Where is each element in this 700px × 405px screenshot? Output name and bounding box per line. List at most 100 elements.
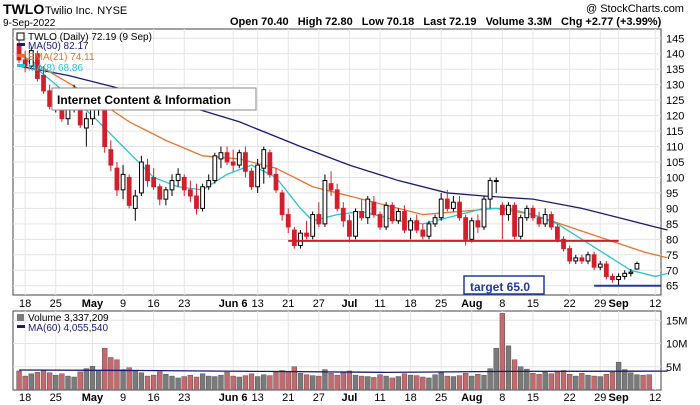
volume-bar (438, 372, 444, 391)
volume-bar (579, 373, 585, 391)
candle (512, 202, 517, 240)
candle (444, 189, 450, 212)
candle-body (536, 217, 542, 225)
candle-body (377, 214, 383, 228)
volume-x-tick-label: 23 (178, 392, 190, 404)
volume-bar (420, 376, 426, 391)
volume-bar (542, 372, 548, 391)
volume-x-axis: 18 25 May 9 16 23 Jun 6 13 21 27 Jul 11 18 25 Aug 8 15 22… (19, 392, 661, 404)
candle-body (340, 207, 346, 222)
volume-bar (591, 375, 597, 391)
candle (524, 205, 530, 221)
candle-body (328, 183, 334, 191)
price-x-tick-label: 13 (252, 298, 264, 310)
candle-body (114, 167, 120, 191)
volume-bar (407, 374, 414, 391)
volume-bar (187, 374, 194, 391)
price-y-tick-label: 65 (666, 281, 678, 293)
candle-body (126, 176, 132, 206)
volume-bar (567, 374, 573, 391)
volume-bar (310, 375, 316, 391)
candle-body (22, 59, 28, 67)
candle (157, 183, 163, 206)
volume-bar (53, 374, 59, 391)
candle (438, 192, 444, 221)
price-y-tick-label: 90 (666, 203, 678, 215)
volume-bar (371, 377, 377, 391)
volume-bar (22, 375, 28, 391)
volume-bar (273, 372, 279, 391)
price-legend-label: TWLO (Daily) 72.19 (9 Sep) (28, 32, 152, 43)
volume-bar (481, 374, 487, 391)
candle-body (236, 152, 242, 166)
candle (132, 189, 138, 221)
volume-bar (297, 373, 304, 391)
volume-bar (108, 357, 114, 391)
volume-bar (511, 359, 518, 391)
candle-body (230, 161, 236, 166)
volume-x-tick-label: 25 (435, 392, 447, 404)
candle-body (120, 173, 126, 191)
price-x-tick-label: 22 (564, 298, 576, 310)
industry-label: Internet Content & Information (57, 93, 231, 107)
ema21-legend-swatch (17, 54, 25, 57)
candle-body (524, 207, 530, 219)
volume-x-tick-label: 22 (564, 392, 576, 404)
candle-body (463, 217, 469, 240)
candle (451, 196, 456, 212)
volume-bar (383, 375, 389, 391)
price-x-tick-label: 29 (594, 298, 606, 310)
volume-bar (359, 375, 365, 391)
candle-body (512, 204, 517, 237)
candle-body (402, 210, 407, 231)
candle (236, 149, 242, 169)
volume-value: 3.3M (528, 16, 552, 28)
candle-body (163, 189, 169, 200)
candle (432, 214, 438, 227)
candle-body (218, 152, 224, 160)
volume-bar (340, 371, 346, 391)
candle (291, 226, 297, 249)
exchange-label: NYSE (97, 5, 127, 17)
volume-bar (615, 361, 622, 391)
volume-bar (114, 359, 120, 391)
volume-bar (505, 345, 512, 391)
candle (371, 196, 377, 218)
volume-bar (163, 374, 169, 391)
candle (561, 236, 566, 252)
candle-body (243, 152, 248, 172)
candle (530, 205, 536, 221)
candle-body (548, 214, 554, 228)
volume-bar (248, 373, 255, 391)
volume-bar (646, 374, 652, 391)
candle-body (267, 152, 273, 175)
volume-bar (530, 373, 536, 391)
volume-x-tick-label: Sep (608, 392, 628, 404)
candle-body (353, 210, 358, 237)
high-value: 72.80 (325, 16, 353, 28)
price-y-tick-label: 95 (666, 188, 678, 200)
candle-body (316, 214, 322, 225)
volume-bar (414, 375, 420, 391)
candle-body (365, 198, 371, 219)
price-x-tick-label: 12 (649, 298, 661, 310)
candle (298, 230, 303, 249)
volume-x-tick-label: 29 (594, 392, 606, 404)
candle (175, 168, 181, 187)
candle-body (634, 262, 640, 270)
candle (365, 196, 371, 224)
volume-bar (609, 372, 616, 391)
candle-body (555, 226, 560, 240)
volume-x-tick-label: 8 (499, 392, 505, 404)
candle (218, 146, 224, 169)
candle-body (395, 210, 401, 222)
candle-body (181, 176, 187, 191)
price-y-tick-label: 135 (666, 64, 684, 76)
volume-bar (401, 373, 408, 391)
volume-bar (89, 366, 96, 391)
volume-bar (377, 374, 383, 391)
high-label: High (298, 16, 323, 28)
volume-x-tick-label: 11 (374, 392, 385, 404)
price-y-tick-label: 145 (666, 33, 684, 45)
candle-body (444, 198, 450, 209)
